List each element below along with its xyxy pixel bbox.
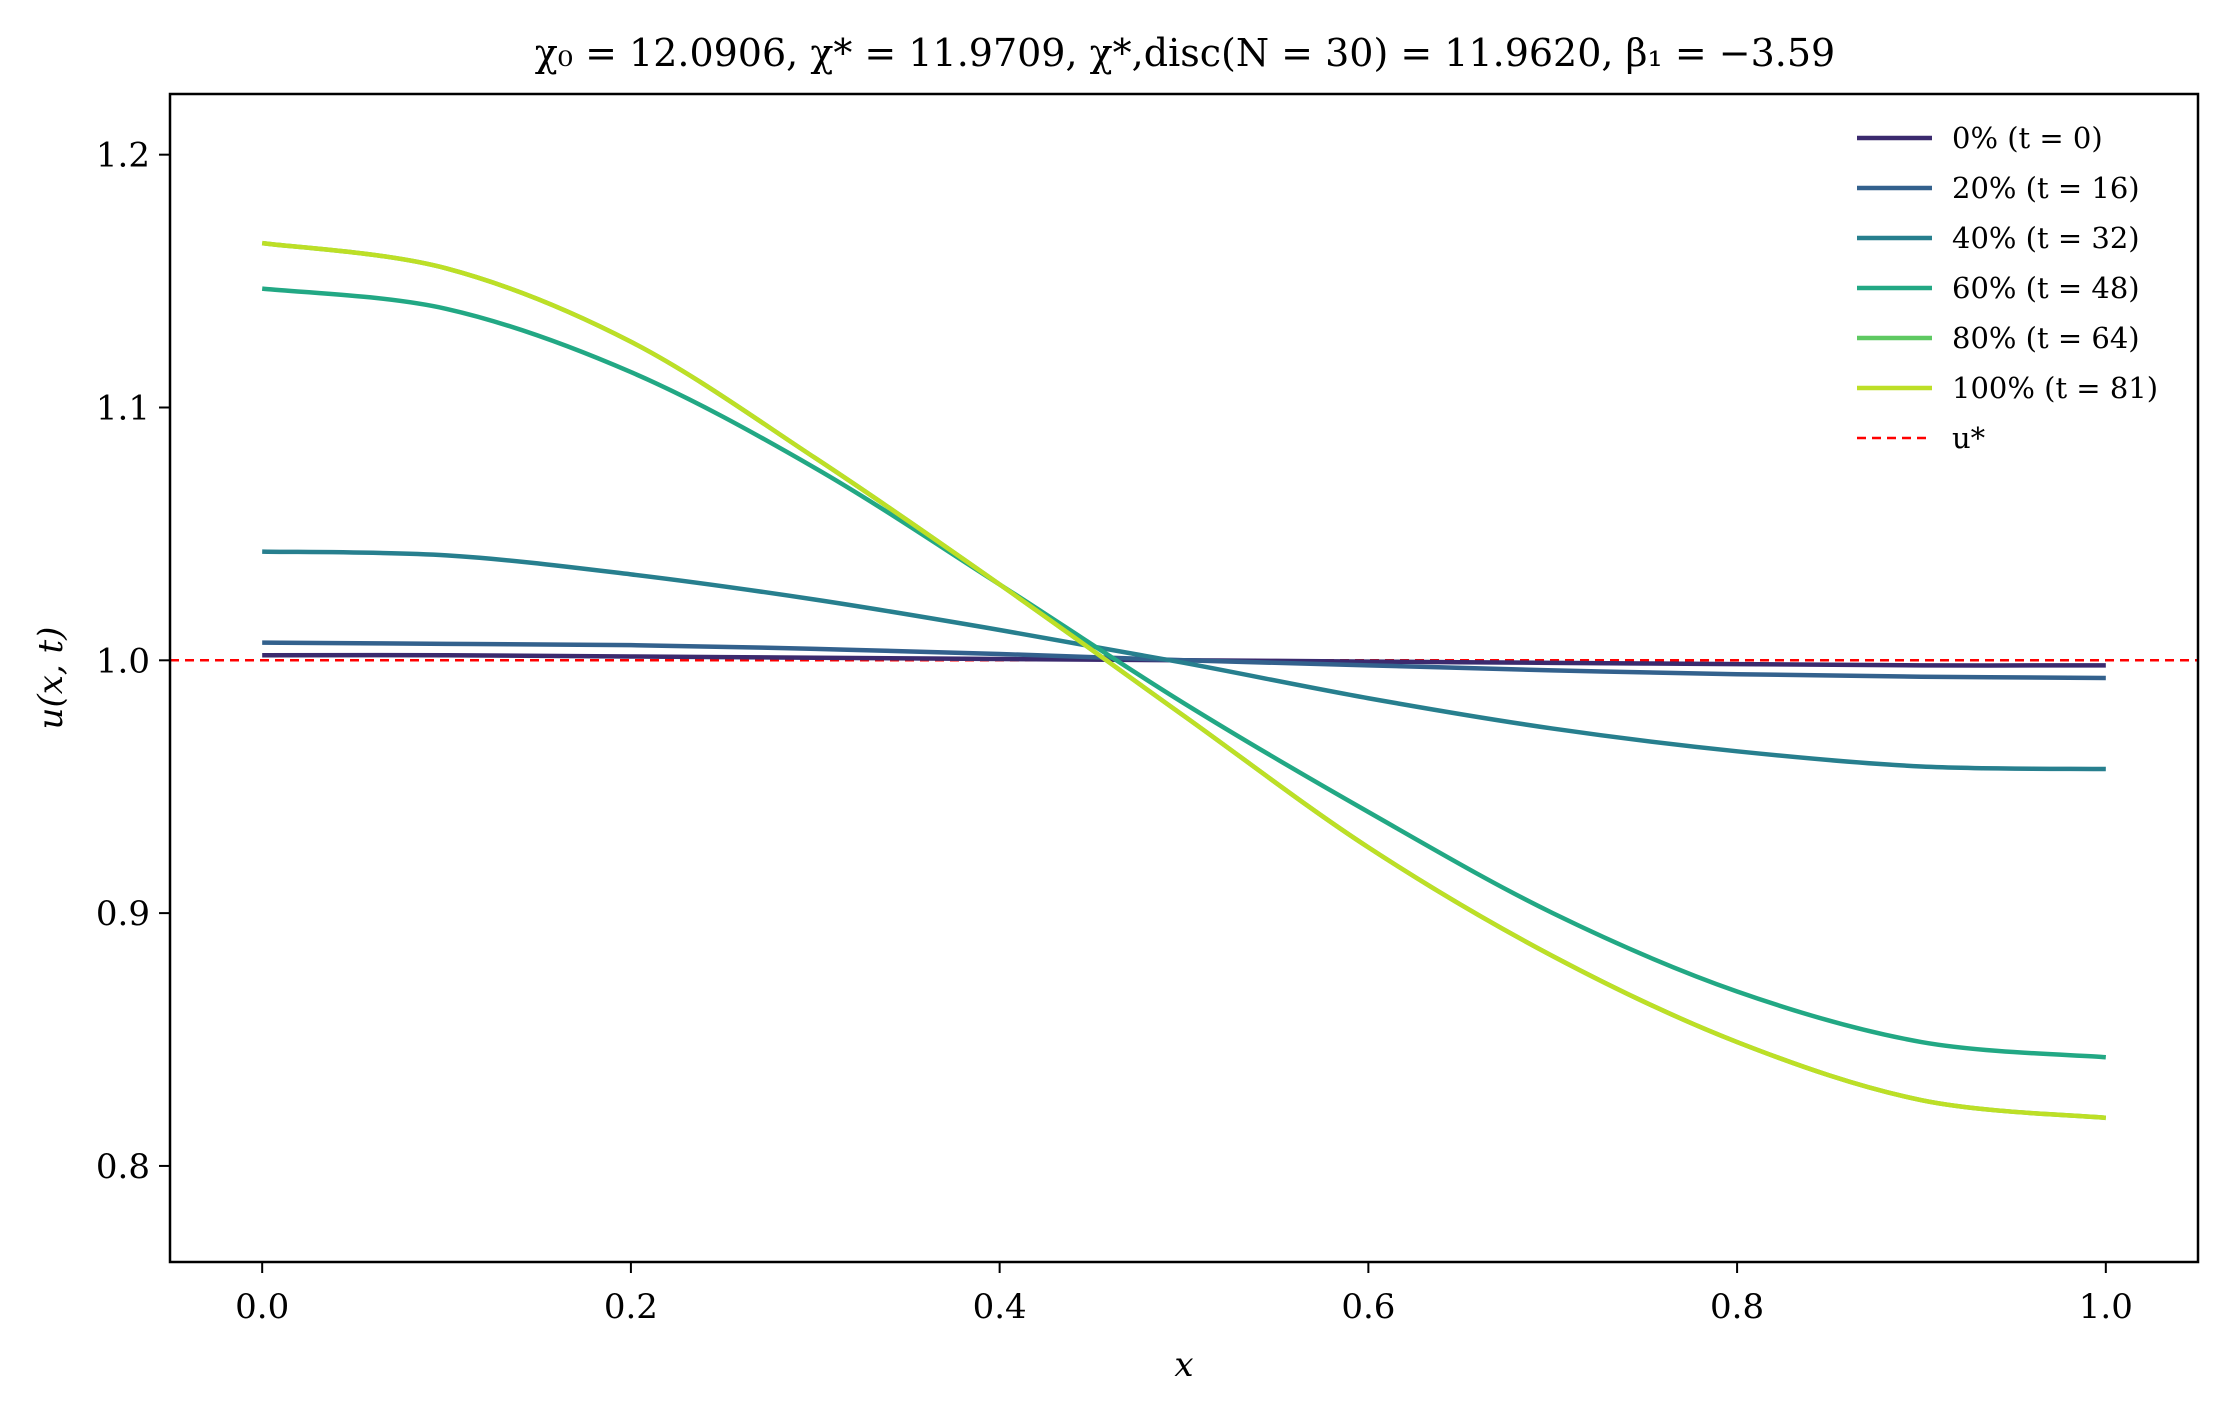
- legend: 0% (t = 0) 20% (t = 16) 40% (t = 32) 60% (t…: [1857, 121, 2158, 455]
- y-tick-label: 1.0: [96, 641, 150, 681]
- x-tick-label: 0.8: [1710, 1287, 1764, 1327]
- y-tick-label: 1.2: [96, 136, 150, 176]
- series-line-1: [262, 640, 2106, 681]
- y-axis-label: u(x, t): [31, 627, 71, 730]
- y-axis: 0.8 0.9 1.0 1.1 1.2: [96, 136, 170, 1187]
- series-line-2: [262, 549, 2106, 772]
- x-tick-label: 0.4: [973, 1287, 1027, 1327]
- plot-area: [170, 240, 2198, 1121]
- x-axis: 0.0 0.2 0.4 0.6 0.8 1.0: [235, 1262, 2133, 1327]
- x-tick-label: 0.6: [1341, 1287, 1395, 1327]
- legend-label-3: 60% (t = 48): [1952, 271, 2140, 305]
- legend-label-0: 0% (t = 0): [1952, 121, 2103, 155]
- y-tick-label: 1.1: [96, 388, 150, 428]
- series-line-5: [261, 240, 2107, 1121]
- x-tick-label: 0.0: [235, 1287, 289, 1327]
- legend-label-1: 20% (t = 16): [1952, 171, 2140, 205]
- x-axis-label: x: [1174, 1345, 1193, 1385]
- legend-label-5: 100% (t = 81): [1952, 371, 2158, 405]
- legend-label-4: 80% (t = 64): [1952, 321, 2140, 355]
- legend-label-6: u*: [1952, 421, 1986, 455]
- legend-label-2: 40% (t = 32): [1952, 221, 2140, 255]
- series-line-3: [261, 286, 2107, 1060]
- y-tick-label: 0.9: [96, 894, 150, 934]
- x-tick-label: 0.2: [604, 1287, 658, 1327]
- x-tick-label: 1.0: [2079, 1287, 2133, 1327]
- y-tick-label: 0.8: [96, 1147, 150, 1187]
- chart-title: χ₀ = 12.0906, χ* = 11.9709, χ*,disc(N = …: [535, 31, 1835, 75]
- plot-frame: [168, 92, 2200, 1264]
